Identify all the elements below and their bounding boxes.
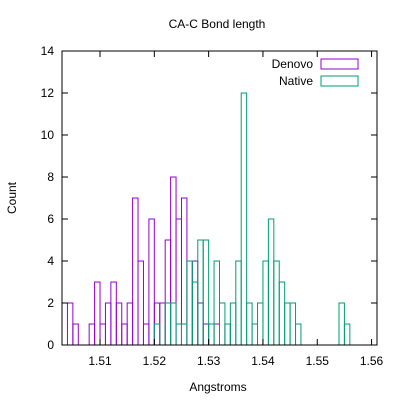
legend-label: Native: [279, 74, 313, 88]
legend: Denovo Native: [272, 57, 359, 88]
x-tick-label: 1.53: [197, 354, 221, 368]
legend-swatch: [320, 58, 359, 70]
y-tick-label: 10: [41, 128, 55, 142]
y-tick-label: 8: [47, 170, 54, 184]
x-tick-label: 1.52: [143, 354, 167, 368]
plot-frame: [61, 50, 378, 346]
x-axis-title: Angstroms: [189, 380, 246, 394]
x-tick-label: 1.55: [306, 354, 330, 368]
legend-label: Denovo: [272, 57, 314, 71]
chart-title: CA-C Bond length: [169, 17, 266, 31]
x-tick-label: 1.54: [251, 354, 275, 368]
y-tick-label: 14: [41, 44, 55, 58]
y-tick-label: 2: [47, 296, 54, 310]
x-tick-label: 1.51: [88, 354, 112, 368]
y-tick-label: 0: [47, 338, 54, 352]
axes: 0 2 4 6 8 10 12 14 1.51 1.52 1.53 1.54 1.55 1.56: [41, 44, 384, 368]
y-tick-label: 12: [41, 86, 55, 100]
legend-swatch: [320, 75, 359, 87]
legend-entry-denovo: Denovo: [272, 57, 359, 71]
y-tick-label: 4: [47, 254, 54, 268]
legend-entry-native: Native: [279, 74, 359, 88]
y-tick-label: 6: [47, 212, 54, 226]
y-axis-title: Count: [5, 181, 19, 214]
x-tick-label: 1.56: [360, 354, 384, 368]
